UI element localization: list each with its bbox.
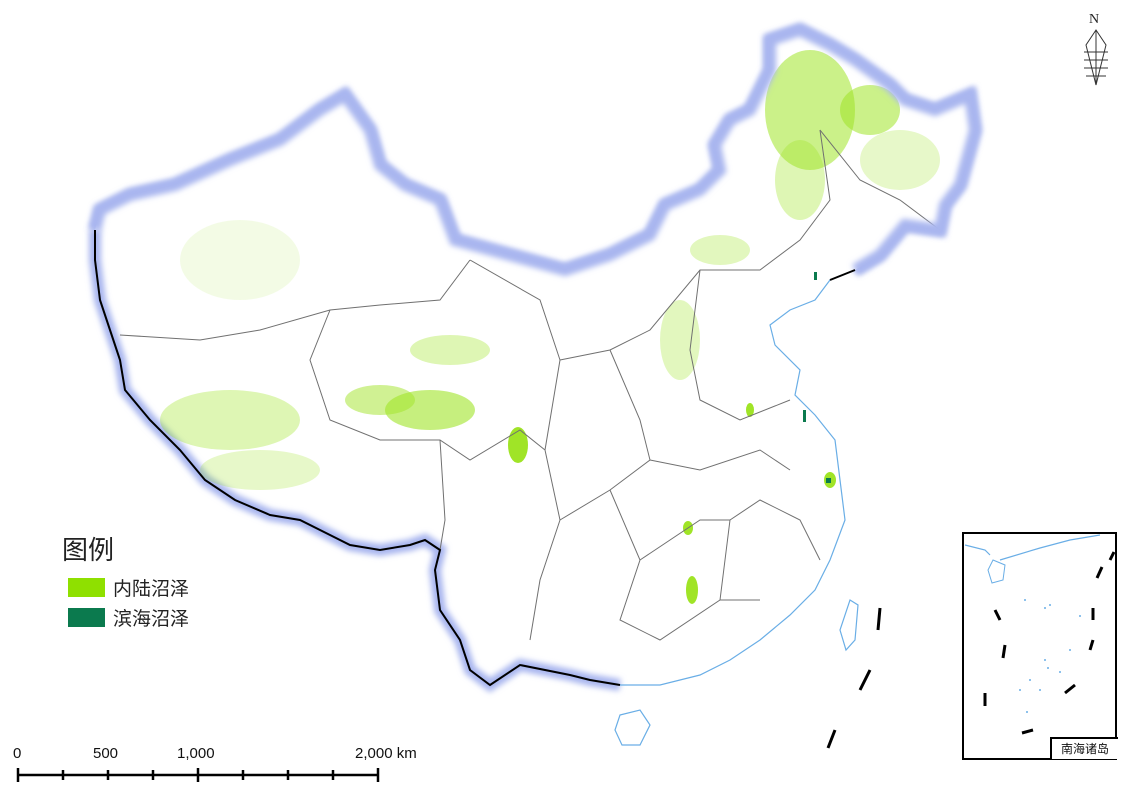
- scale-bar: [16, 768, 380, 782]
- maritime-boundary-dashes: [826, 607, 882, 749]
- legend-swatch: [68, 608, 105, 627]
- legend-swatch: [68, 578, 105, 597]
- south-china-sea-inset: [962, 532, 1117, 760]
- scale-label: 500: [93, 745, 119, 762]
- scale-label: 1,000: [177, 745, 215, 762]
- legend-title: 图例: [62, 536, 115, 566]
- legend-item-inland-marsh: 内陆沼泽: [68, 574, 189, 601]
- legend-label: 滨海沼泽: [113, 608, 190, 630]
- legend-item-coastal-marsh: 滨海沼泽: [68, 604, 189, 631]
- north-label: N: [1089, 12, 1100, 27]
- coastal-marsh-areas: [803, 272, 831, 483]
- legend-label: 内陆沼泽: [113, 578, 190, 600]
- scale-label: 0: [13, 745, 22, 762]
- province-boundaries: [119, 129, 941, 641]
- hainan-island: [614, 709, 651, 746]
- inset-label: 南海诸岛: [1050, 737, 1118, 759]
- scale-label: 2,000 km: [355, 745, 417, 762]
- coastline-and-islands: [614, 269, 859, 746]
- north-arrow-icon: [1084, 29, 1108, 86]
- taiwan-island: [839, 599, 859, 652]
- land-border: [94, 230, 856, 687]
- inland-marsh-areas: [160, 50, 940, 604]
